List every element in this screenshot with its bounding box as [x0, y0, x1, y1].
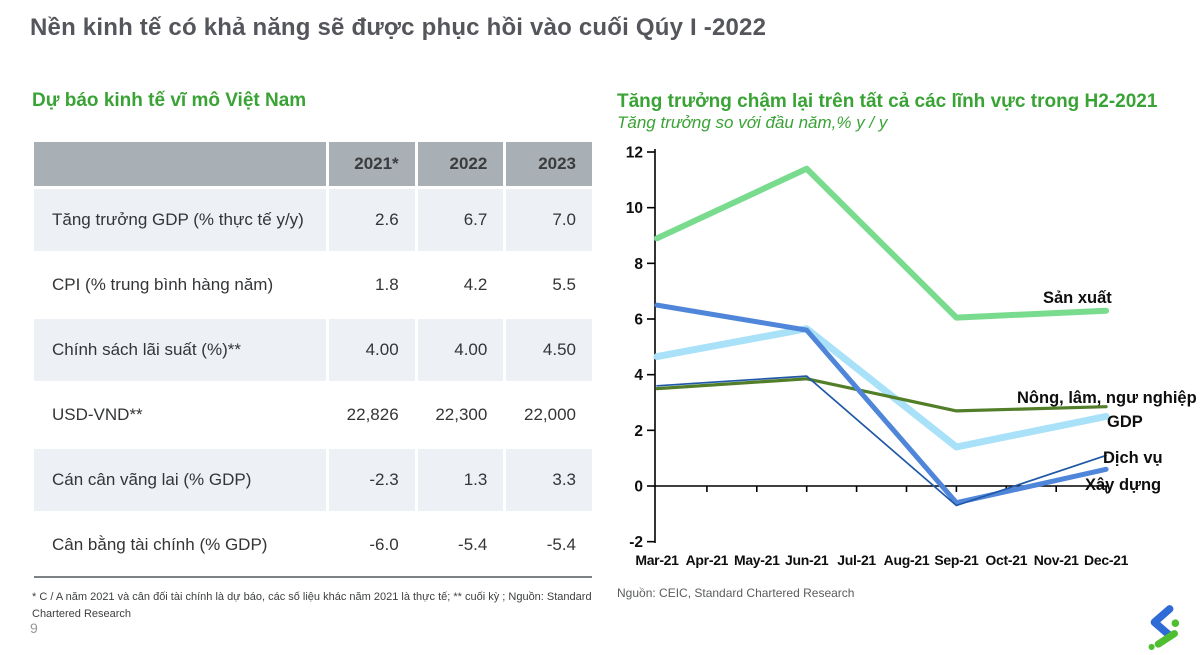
row-label: USD-VND**: [52, 405, 143, 424]
y-tick-label: 4: [634, 367, 643, 384]
chart-heading: Tăng trưởng chậm lại trên tất cả các lĩn…: [617, 91, 1158, 112]
x-tick-label: Oct-21: [985, 552, 1027, 568]
y-tick-label: 0: [634, 479, 643, 496]
x-tick-label: Nov-21: [1034, 552, 1079, 568]
table-row: Cán cân vãng lai (% GDP) -2.3 1.3 3.3: [34, 446, 592, 511]
table-row: USD-VND** 22,826 22,300 22,000: [34, 381, 592, 446]
page-title: Nền kinh tế có khả năng sẽ được phục hồi…: [30, 14, 767, 41]
standard-chartered-logo-icon: [1148, 605, 1180, 650]
series-label: Sản xuất: [1043, 289, 1112, 307]
x-tick-label: Sep-21: [934, 552, 979, 568]
row-value: 2.6: [326, 189, 415, 251]
x-tick-label: Aug-21: [884, 552, 930, 568]
row-value: 6.7: [414, 189, 504, 251]
row-label: CPI (% trung bình hàng năm): [52, 275, 274, 294]
x-tick-label: Mar-21: [635, 552, 679, 568]
table-row: Cân bằng tài chính (% GDP) -6.0 -5.4 -5.4: [34, 511, 592, 576]
series-line: [654, 165, 1110, 321]
table-header-year: 2022: [414, 142, 504, 186]
row-label: Cân bằng tài chính (% GDP): [52, 535, 268, 554]
row-value: 7.0: [503, 189, 592, 251]
table-header-row: 2021* 2022 2023: [34, 142, 592, 186]
line-chart-canvas: -2 0 2 4 6 8 10 12 Mar-21 Apr-21 May-21 Jun-21 Jul-2…: [626, 145, 1197, 568]
y-tick-label: 12: [626, 145, 643, 162]
row-label: Chính sách lãi suất (%)**: [52, 340, 241, 359]
forecast-table: 2021* 2022 2023 Tăng trưởng GDP (% thực …: [34, 142, 592, 578]
standard-chartered-logo: [1144, 604, 1182, 655]
table-footnote: * C / A năm 2021 và cân đối tài chính là…: [32, 591, 592, 620]
row-value: 22,000: [503, 384, 592, 446]
table-header-empty-cell: [34, 142, 326, 186]
table-header-year: 2021*: [326, 142, 415, 186]
x-tick-label: May-21: [734, 552, 780, 568]
row-value: 5.5: [503, 254, 592, 316]
y-tick-label: 10: [626, 200, 643, 217]
y-tick-label: -2: [629, 534, 643, 551]
chart-subtitle: Tăng trưởng so với đầu năm,% y / y: [617, 113, 888, 132]
table-row: CPI (% trung bình hàng năm) 1.8 4.2 5.5: [34, 251, 592, 316]
x-tick-label: Apr-21: [686, 552, 729, 568]
series-label: Dịch vụ: [1103, 449, 1163, 467]
x-tick-label: Jun-21: [785, 552, 829, 568]
row-value: -2.3: [326, 449, 415, 511]
row-value: -5.4: [503, 514, 592, 576]
row-value: 1.3: [414, 449, 504, 511]
series-line: [655, 377, 1108, 413]
row-value: -6.0: [326, 514, 415, 576]
row-value: 1.8: [326, 254, 415, 316]
table-body: Tăng trưởng GDP (% thực tế y/y) 2.6 6.7 7.0…: [34, 186, 592, 576]
series-line: [653, 325, 1110, 451]
y-tick-label: 2: [634, 423, 643, 440]
table-row: Tăng trưởng GDP (% thực tế y/y) 2.6 6.7 7.0: [34, 186, 592, 251]
row-value: 22,826: [326, 384, 415, 446]
x-tick-label: Dec-21: [1084, 552, 1129, 568]
series-label: Xây dựng: [1085, 476, 1161, 494]
chart-source: Nguồn: CEIC, Standard Chartered Research: [617, 586, 855, 600]
series-label: Nông, lâm, ngư nghiệp: [1017, 389, 1197, 407]
row-value: 3.3: [503, 449, 592, 511]
table-header-year: 2023: [503, 142, 592, 186]
row-value: 22,300: [414, 384, 504, 446]
row-value: 4.00: [414, 319, 504, 381]
table-row: Chính sách lãi suất (%)** 4.00 4.00 4.50: [34, 316, 592, 381]
row-value: -5.4: [414, 514, 504, 576]
y-tick-label: 6: [634, 312, 643, 329]
series-label: GDP: [1107, 413, 1143, 431]
y-tick-label: 8: [634, 256, 643, 273]
row-value: 4.2: [414, 254, 504, 316]
line-chart: -2 0 2 4 6 8 10 12 Mar-21 Apr-21 May-21 Jun-21 Jul-2…: [617, 138, 1200, 583]
page-number: 9: [30, 620, 38, 636]
series-line: [654, 302, 1109, 506]
row-value: 4.00: [326, 319, 415, 381]
row-value: 4.50: [503, 319, 592, 381]
row-label: Cán cân vãng lai (% GDP): [52, 470, 252, 489]
x-tick-label: Jul-21: [837, 552, 876, 568]
row-label: Tăng trưởng GDP (% thực tế y/y): [52, 210, 304, 229]
series-line: [656, 375, 1107, 507]
table-section-heading: Dự báo kinh tế vĩ mô Việt Nam: [32, 90, 307, 111]
